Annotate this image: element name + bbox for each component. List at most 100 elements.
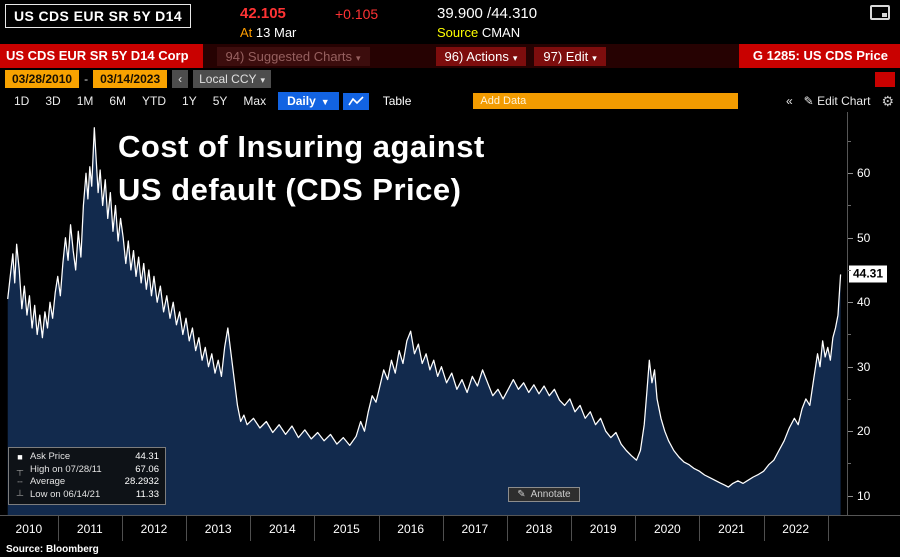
chart-annotation-title: Cost of Insuring against US default (CDS… [118, 129, 485, 207]
y-minor-tick [848, 463, 851, 465]
chevron-down-icon: ▾ [592, 52, 597, 63]
y-axis-label: 20 [857, 424, 871, 439]
quote-source: Source CMAN [437, 25, 520, 40]
x-axis-label: 2013 [204, 522, 232, 536]
x-axis-label: 2011 [76, 522, 103, 536]
period-1d[interactable]: 1D [14, 94, 30, 108]
y-axis-label: 40 [857, 295, 871, 310]
x-tick [506, 516, 508, 541]
price-chart[interactable] [0, 112, 847, 515]
prev-range-button[interactable]: ‹ [172, 70, 189, 88]
y-minor-tick [848, 269, 851, 271]
last-price: 42.105 [240, 5, 286, 22]
source-band: Source: Bloomberg [0, 541, 900, 557]
actions-button[interactable]: 96) Actions ▾ [435, 46, 527, 66]
end-date-field[interactable]: 03/14/2023 [93, 70, 168, 88]
y-tick [848, 302, 853, 304]
function-bar: US CDS EUR SR 5Y D14 Corp 94) Suggested … [0, 44, 900, 68]
table-button[interactable]: Table [382, 94, 412, 108]
high-marker-icon: ┬ [16, 464, 24, 475]
chevron-down-icon: ▼ [320, 97, 330, 107]
currency-dropdown[interactable]: Local CCY ▾ [193, 70, 272, 88]
y-minor-tick [848, 398, 851, 400]
start-date-field[interactable]: 03/28/2010 [5, 70, 80, 88]
y-tick [848, 495, 853, 497]
x-tick [186, 516, 188, 541]
x-axis[interactable]: 2010 2011 2012 2013 2014 2015 2016 2017 2018 2019… [0, 515, 900, 541]
quote-header: US CDS EUR SR 5Y D14 42.105 +0.105 39.90… [0, 0, 900, 44]
y-axis-label: 50 [857, 230, 871, 245]
x-axis-label: 2014 [268, 522, 296, 536]
area-fill [7, 127, 841, 515]
period-max[interactable]: Max [243, 94, 267, 108]
chart-id-title: G 1285: US CDS Price [752, 48, 888, 63]
x-axis-label: 2010 [15, 522, 43, 536]
function-bar-middle: 94) Suggested Charts ▾ 96) Actions ▾ 97) E… [202, 44, 739, 68]
x-axis-label: 2019 [589, 522, 617, 536]
x-axis-label: 2012 [140, 522, 168, 536]
period-5y[interactable]: 5Y [212, 94, 228, 108]
chart-type-button[interactable] [342, 92, 369, 110]
gear-icon[interactable]: ⚙ [881, 92, 894, 109]
legend-row-low: ┴ Low on 06/14/21 11.33 [16, 488, 159, 500]
x-tick [571, 516, 573, 541]
period-3d[interactable]: 3D [45, 94, 61, 108]
x-tick [635, 516, 637, 541]
add-data-input[interactable] [473, 93, 739, 109]
bid-ask: 39.900 /44.310 [437, 5, 538, 22]
period-1y[interactable]: 1Y [182, 94, 197, 108]
legend-row-ask: ■ Ask Price 44.31 [15, 451, 159, 464]
x-tick [314, 516, 316, 541]
range-bar: 03/28/2010 - 03/14/2023 ‹ Local CCY ▾ [0, 68, 900, 90]
edit-button[interactable]: 97) Edit ▾ [534, 46, 606, 66]
edit-chart-button[interactable]: ✎ Edit Chart [803, 94, 871, 108]
legend-row-average: ╌ Average 28.2932 [15, 476, 159, 489]
x-tick [378, 516, 380, 541]
suggested-charts-button[interactable]: 94) Suggested Charts ▾ [216, 46, 370, 66]
last-value-label: 44.31 [849, 265, 888, 283]
x-axis-label: 2017 [461, 522, 489, 536]
screen-icon[interactable] [870, 5, 890, 20]
source-value: CMAN [481, 25, 521, 40]
y-tick [848, 173, 853, 175]
x-tick [442, 516, 444, 541]
x-axis-label: 2016 [397, 522, 425, 536]
plot-region[interactable]: Cost of Insuring against US default (CDS… [0, 112, 847, 515]
x-tick [827, 516, 829, 541]
chevron-down-icon: ▾ [356, 52, 361, 63]
collapse-panel-button[interactable]: « [785, 94, 793, 108]
period-1m[interactable]: 1M [76, 94, 94, 108]
x-tick [699, 516, 701, 541]
function-bar-security: US CDS EUR SR 5Y D14 Corp [6, 48, 189, 63]
y-minor-tick [848, 205, 851, 207]
x-tick [763, 516, 765, 541]
price-line [7, 127, 842, 488]
at-label: At [240, 25, 253, 40]
x-tick [57, 516, 59, 541]
line-chart-icon [348, 95, 364, 105]
y-minor-tick [848, 334, 851, 336]
y-minor-tick [848, 141, 851, 143]
x-tick [250, 516, 252, 541]
x-tick [121, 516, 123, 541]
y-axis-label: 60 [857, 166, 871, 181]
series-swatch-icon: ■ [17, 452, 23, 462]
period-ytd[interactable]: YTD [142, 94, 167, 108]
quote-time: At 13 Mar [240, 25, 296, 40]
annotate-button[interactable]: ✎ Annotate [508, 487, 580, 502]
red-indicator-button[interactable] [875, 71, 895, 87]
price-change: +0.105 [335, 6, 379, 22]
chart-area: Cost of Insuring against US default (CDS… [0, 112, 900, 515]
x-axis-label: 2018 [525, 522, 553, 536]
period-6m[interactable]: 6M [109, 94, 127, 108]
at-value: 13 Mar [255, 25, 297, 40]
frequency-dropdown[interactable]: Daily ▼ [278, 92, 339, 110]
chart-toolbar: 1D 3D 1M 6M YTD 1Y 5Y Max Daily▼ Table «… [0, 90, 900, 112]
x-axis-corner [847, 516, 900, 541]
average-marker-icon: ╌ [17, 477, 23, 487]
y-tick [848, 431, 853, 433]
low-marker-icon: ┴ [16, 489, 24, 500]
legend-row-high: ┬ High on 07/28/11 67.06 [16, 463, 159, 475]
y-axis[interactable]: 44.31 10 20 30 40 50 60 [847, 112, 900, 515]
security-name-box[interactable]: US CDS EUR SR 5Y D14 [5, 4, 192, 28]
